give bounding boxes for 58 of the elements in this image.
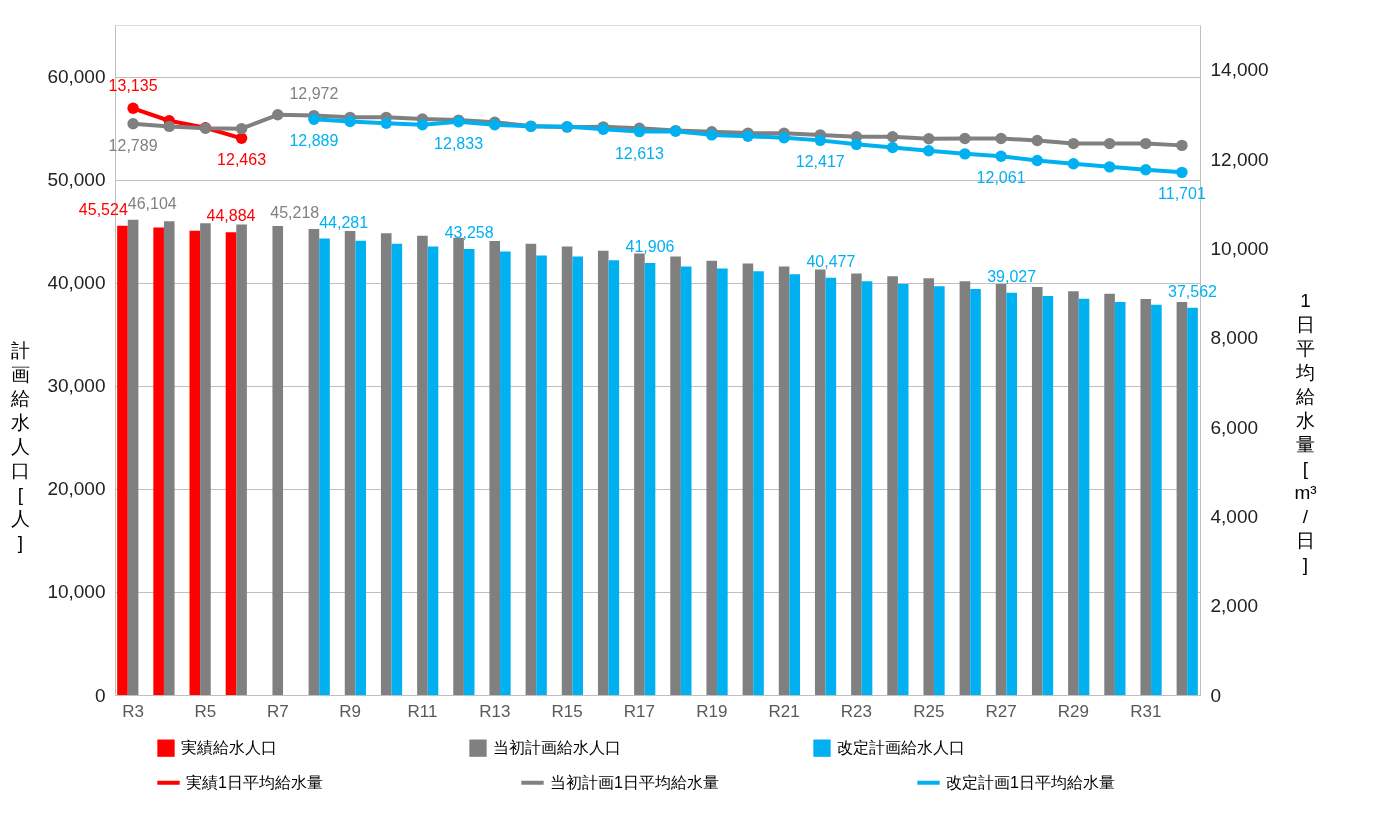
data-label: 43,258 — [444, 224, 494, 242]
y-tick-label: 60,000 — [47, 66, 106, 88]
data-label: 12,889 — [289, 132, 339, 150]
data-label: 46,104 — [127, 194, 177, 212]
y2-tick-label: 8,000 — [1210, 327, 1259, 349]
x-tick-label: R27 — [985, 701, 1017, 721]
data-label: 45,524 — [78, 200, 128, 218]
x-tick-label: R31 — [1130, 701, 1162, 721]
y-tick-label: 20,000 — [47, 478, 106, 500]
data-label: 39,027 — [987, 267, 1037, 285]
x-tick-label: R9 — [339, 701, 361, 721]
y2-tick-label: 10,000 — [1210, 237, 1269, 259]
y-tick-label: 30,000 — [47, 375, 106, 397]
data-label: 12,061 — [976, 169, 1026, 187]
y-tick-label: 50,000 — [47, 169, 106, 191]
y-tick-label: 10,000 — [47, 581, 106, 603]
x-tick-label: R13 — [479, 701, 511, 721]
x-tick-label: R23 — [840, 701, 873, 721]
y-tick-label: 0 — [94, 684, 106, 706]
legend-label: 改定計画1日平均給水量 — [946, 773, 1115, 791]
x-tick-label: R17 — [623, 701, 656, 721]
y2-tick-label: 12,000 — [1210, 148, 1269, 170]
legend-label: 改定計画給水人口 — [837, 739, 965, 757]
x-tick-label: R19 — [696, 701, 728, 721]
text: 計画給水人口[人] — [11, 339, 30, 553]
y2-tick-label: 2,000 — [1210, 595, 1259, 617]
y2-tick-label: 6,000 — [1210, 416, 1259, 438]
y2-tick-label: 14,000 — [1210, 59, 1269, 81]
data-label: 12,613 — [614, 144, 664, 162]
x-tick-label: R7 — [266, 701, 289, 721]
data-label: 12,789 — [108, 136, 158, 154]
y2-tick-label: 4,000 — [1210, 505, 1259, 527]
x-tick-label: R3 — [122, 701, 144, 721]
legend-label: 当初計画1日平均給水量 — [550, 773, 719, 791]
data-label: 11,701 — [1158, 185, 1206, 203]
x-tick-label: R25 — [913, 701, 945, 721]
data-label: 41,906 — [625, 238, 675, 256]
y-tick-label: 40,000 — [47, 272, 106, 294]
text: 1日平均給水量[m³/日] — [1294, 289, 1317, 575]
data-label: 12,463 — [217, 151, 267, 169]
legend-label: 当初計画給水人口 — [493, 739, 621, 757]
data-label: 44,281 — [319, 213, 369, 231]
y2-tick-label: 0 — [1210, 684, 1222, 706]
data-label: 12,417 — [795, 153, 845, 171]
data-label: 13,135 — [108, 77, 158, 95]
x-tick-label: R15 — [551, 701, 583, 721]
data-label: 45,218 — [270, 203, 320, 221]
x-tick-label: R29 — [1057, 701, 1090, 721]
x-tick-label: R5 — [194, 701, 217, 721]
data-label: 44,884 — [206, 207, 256, 225]
x-tick-label: R21 — [768, 701, 800, 721]
data-label: 37,562 — [1168, 282, 1218, 300]
data-label: 12,972 — [289, 84, 339, 102]
data-label: 12,833 — [434, 134, 484, 152]
legend-label: 実績給水人口 — [181, 739, 277, 757]
x-tick-label: R11 — [407, 701, 438, 721]
legend-label: 実績1日平均給水量 — [186, 773, 323, 791]
data-label: 40,477 — [806, 252, 856, 270]
